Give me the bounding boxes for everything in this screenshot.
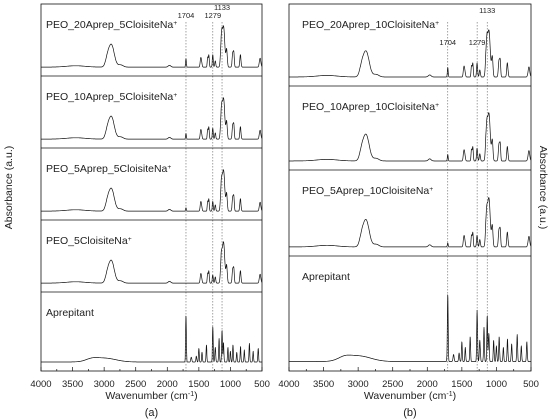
spectrum-peo-5cloisitena — [40, 241, 263, 284]
x-tick-label-1500: 1500 — [188, 379, 209, 390]
x-axis-title: Wavenumber (cm-1) — [364, 390, 456, 402]
x-tick-label-1000: 1000 — [486, 379, 507, 390]
series-label-peo-20aprep-5cloisitena: PEO_20Aprep_5CloisiteNa+ — [46, 19, 177, 31]
series-label-peo-10aprep-5cloisitena: PEO_10Aprep_5CloisiteNa+ — [46, 91, 177, 103]
x-tick-label-2000: 2000 — [157, 379, 178, 390]
x-tick-label-3000: 3000 — [348, 379, 369, 390]
x-tick-label-2000: 2000 — [417, 379, 438, 390]
series-label-peo-5aprep-10cloisitena: PEO_5Aprep_10CloisiteNa+ — [302, 185, 433, 197]
x-tick-label-500: 500 — [254, 379, 270, 390]
peak-label-1133: 1133 — [214, 3, 230, 12]
x-axis-title: Wavenumber (cm-1) — [105, 390, 197, 402]
panel-a: PEO_20Aprep_5CloisiteNa+ PEO_10Aprep_5Clo… — [3, 3, 270, 419]
series-label-aprepitant: Aprepitant — [302, 271, 350, 283]
spectrum-peo-20aprep-10cloisitena — [288, 29, 532, 78]
x-tick-label-4000: 4000 — [30, 379, 51, 390]
peak-label-1279: 1279 — [469, 38, 486, 47]
y-axis-title: Absorbance (a.u.) — [3, 146, 15, 229]
x-tick-label-2500: 2500 — [382, 379, 403, 390]
x-tick-label-1500: 1500 — [451, 379, 472, 390]
panel-b: PEO_20Aprep_10CloisiteNa+ PEO_10Aprep_10C… — [278, 3, 549, 419]
panel-label: (a) — [145, 407, 158, 419]
spectrum-peo-10aprep-10cloisitena — [288, 112, 532, 162]
spectrum-aprepitant — [40, 315, 263, 363]
series-label-peo-20aprep-10cloisitena: PEO_20Aprep_10CloisiteNa+ — [302, 19, 439, 31]
peak-label-1279: 1279 — [204, 11, 221, 20]
x-tick-label-1000: 1000 — [220, 379, 241, 390]
x-tick-label-3500: 3500 — [313, 379, 334, 390]
series-label-peo-10aprep-10cloisitena: PEO_10Aprep_10CloisiteNa+ — [302, 101, 439, 113]
spectrum-aprepitant — [288, 294, 532, 362]
spectrum-peo-10aprep-5cloisitena — [40, 97, 263, 140]
peak-label-1704: 1704 — [178, 11, 195, 20]
x-tick-label-3000: 3000 — [94, 379, 115, 390]
y-axis-title: Absorbance (a.u.) — [537, 146, 549, 229]
x-tick-label-2500: 2500 — [125, 379, 146, 390]
spectrum-peo-20aprep-5cloisitena — [40, 25, 263, 68]
x-tick-label-3500: 3500 — [62, 379, 83, 390]
series-label-peo-5aprep-5cloisitena: PEO_5Aprep_5CloisiteNa+ — [46, 163, 171, 175]
x-tick-label-4000: 4000 — [278, 379, 299, 390]
panel-label: (b) — [403, 407, 416, 419]
series-label-peo-5cloisitena: PEO_5CloisiteNa+ — [46, 235, 132, 247]
peak-label-1704: 1704 — [439, 38, 456, 47]
x-tick-label-500: 500 — [523, 379, 539, 390]
peak-label-1133: 1133 — [479, 6, 495, 15]
spectrum-peo-5aprep-10cloisitena — [288, 197, 532, 248]
series-label-aprepitant: Aprepitant — [46, 307, 94, 319]
spectrum-peo-5aprep-5cloisitena — [40, 169, 263, 212]
